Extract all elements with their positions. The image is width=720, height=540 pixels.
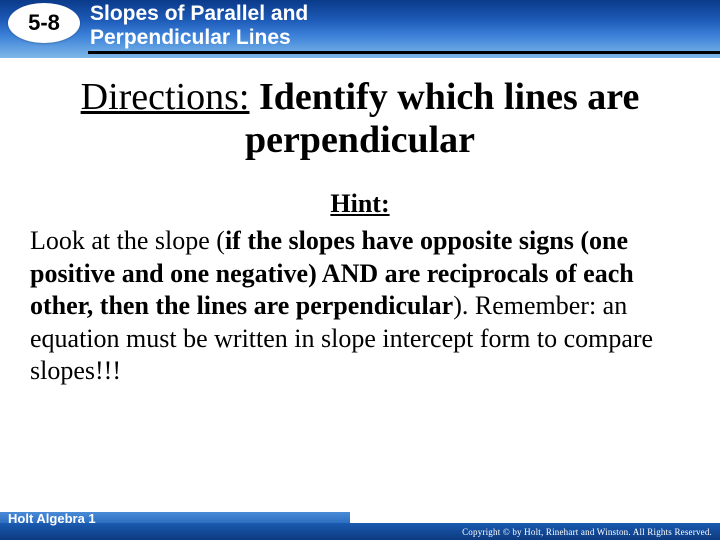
slide-header: 5-8 Slopes of Parallel and Perpendicular… xyxy=(0,0,720,58)
lesson-number: 5-8 xyxy=(28,10,60,36)
copyright-text: Copyright © by Holt, Rinehart and Winsto… xyxy=(462,527,712,537)
hint-body: Look at the slope (if the slopes have op… xyxy=(30,225,690,388)
directions-line: Directions: Identify which lines are per… xyxy=(30,76,690,161)
lesson-badge: 5-8 xyxy=(8,3,80,43)
slide-title: Slopes of Parallel and Perpendicular Lin… xyxy=(90,2,308,50)
title-line-2: Perpendicular Lines xyxy=(90,26,291,49)
title-line-1: Slopes of Parallel and xyxy=(90,2,308,25)
hint-label: Hint: xyxy=(30,189,690,219)
directions-label: Directions: xyxy=(81,76,250,118)
slide-content: Directions: Identify which lines are per… xyxy=(0,58,720,388)
header-underline xyxy=(88,51,720,54)
hint-pre: Look at the slope ( xyxy=(30,226,225,255)
book-title: Holt Algebra 1 xyxy=(8,511,96,526)
slide-footer: Holt Algebra 1 Copyright © by Holt, Rine… xyxy=(0,510,720,540)
directions-text: Identify which lines are perpendicular xyxy=(245,76,639,161)
